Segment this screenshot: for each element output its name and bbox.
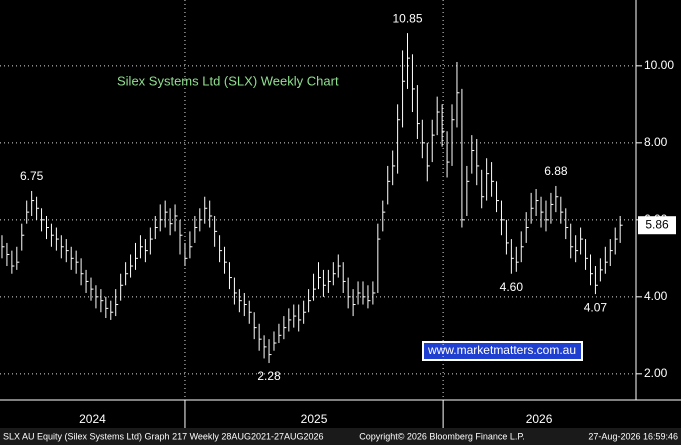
annotation: 2.28 <box>257 369 281 383</box>
footer-center: Copyright© 2026 Bloomberg Finance L.P. <box>359 431 525 441</box>
x-label: 2024 <box>79 412 106 426</box>
annotation: 6.75 <box>20 169 44 183</box>
x-label: 2026 <box>526 412 553 426</box>
y-tick-label: 8.00 <box>644 135 668 149</box>
y-tick-label: 2.00 <box>644 366 668 380</box>
last-price-label: 5.86 <box>645 217 669 231</box>
footer-left: SLX AU Equity (Silex Systems Ltd) Graph … <box>3 431 324 441</box>
chart-title: Silex Systems Ltd (SLX) Weekly Chart <box>117 73 339 88</box>
annotation: 6.88 <box>544 164 568 178</box>
annotation: 4.60 <box>500 280 524 294</box>
x-label: 2025 <box>301 412 328 426</box>
footer-bar <box>0 428 681 445</box>
watermark: www.marketmatters.com.au <box>427 343 576 357</box>
last-price-box <box>638 216 676 235</box>
annotation: 10.85 <box>392 11 422 25</box>
annotation: 4.07 <box>584 300 608 314</box>
footer-right: 27-Aug-2026 16:59:46 <box>588 431 678 441</box>
y-tick-label: 10.00 <box>644 58 674 72</box>
y-tick-label: 4.00 <box>644 289 668 303</box>
watermark-inner <box>424 343 581 359</box>
